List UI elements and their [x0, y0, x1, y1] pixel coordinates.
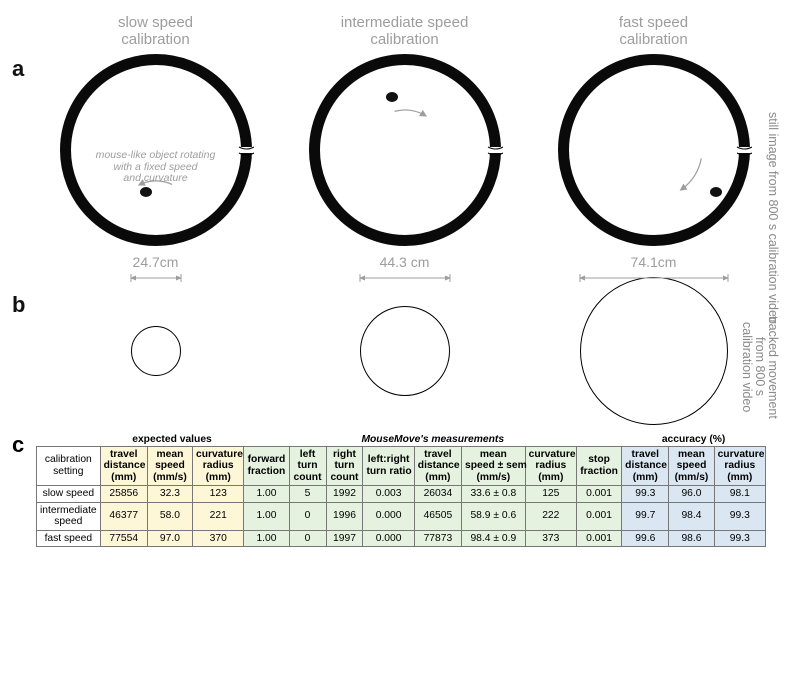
- table-col-header: traveldistance(mm): [414, 446, 461, 486]
- results-table: expected values MouseMove's measurements…: [36, 432, 766, 547]
- calibration-column: intermediate speedcalibration 44.3 cm: [285, 12, 524, 422]
- table-cell: 99.3: [622, 486, 669, 503]
- table-cell: 98.4: [669, 502, 714, 530]
- arena-ring: [556, 52, 752, 248]
- table-cell: 99.3: [714, 502, 765, 530]
- panel-letter-a: a: [12, 56, 24, 82]
- table-cell: 373: [525, 530, 576, 547]
- table-col-header: rightturncount: [326, 446, 363, 486]
- table-cell: 370: [193, 530, 244, 547]
- table-cell: 1992: [326, 486, 363, 503]
- arena-ring: [307, 52, 503, 248]
- table-cell: 222: [525, 502, 576, 530]
- table-cell: 0: [289, 502, 326, 530]
- tracked-movement: [307, 272, 503, 422]
- panel-letter-b: b: [12, 292, 25, 318]
- group-header-accuracy: accuracy (%): [622, 432, 766, 446]
- table-cell: 1997: [326, 530, 363, 547]
- table-cell: 99.6: [622, 530, 669, 547]
- table-col-header: meanspeed(mm/s): [669, 446, 714, 486]
- table-cell: 0.000: [363, 502, 414, 530]
- table-cell: 77873: [414, 530, 461, 547]
- table-cell: intermediatespeed: [37, 502, 101, 530]
- table-cell: 99.3: [714, 530, 765, 547]
- table-row: slow speed2585632.31231.00519920.0032603…: [37, 486, 766, 503]
- calibration-column: fast speedcalibration 74.1cm: [534, 12, 773, 422]
- arena-ring: mouse-like object rotatingwith a fixed s…: [58, 52, 254, 248]
- column-header: slow speedcalibration: [118, 12, 193, 50]
- table-col-header: meanspeed ± sem(mm/s): [462, 446, 526, 486]
- table-cell: 0.001: [576, 502, 621, 530]
- tracked-movement: [556, 272, 752, 422]
- table-cell: 46377: [100, 502, 147, 530]
- rotation-annotation: mouse-like object rotatingwith a fixed s…: [86, 150, 226, 185]
- column-header: intermediate speedcalibration: [341, 12, 469, 50]
- table-cell: 0.003: [363, 486, 414, 503]
- side-label-row-a: still image from 800 s calibration video: [766, 112, 779, 324]
- table-col-header: curvatureradius(mm): [525, 446, 576, 486]
- table-cell: 0.001: [576, 486, 621, 503]
- table-col-header: stopfraction: [576, 446, 621, 486]
- table-row: intermediatespeed4637758.02211.00019960.…: [37, 502, 766, 530]
- group-header-measure: MouseMove's measurements: [244, 432, 622, 446]
- table-cell: 1.00: [244, 502, 289, 530]
- table-cell: 58.9 ± 0.6: [462, 502, 526, 530]
- table-cell: 1.00: [244, 530, 289, 547]
- table-col-header: leftturncount: [289, 446, 326, 486]
- table-cell: 98.6: [669, 530, 714, 547]
- table-row: fast speed7755497.03701.00019970.0007787…: [37, 530, 766, 547]
- calibration-column: slow speedcalibration mouse-like object …: [36, 12, 275, 422]
- table-cell: 221: [193, 502, 244, 530]
- table-cell: 1996: [326, 502, 363, 530]
- panel-c-table: c expected values MouseMove's measuremen…: [14, 432, 773, 547]
- table-cell: 0.001: [576, 530, 621, 547]
- table-col-header: calibrationsetting: [37, 446, 101, 486]
- table-col-header: traveldistance(mm): [622, 446, 669, 486]
- table-cell: 0: [289, 530, 326, 547]
- column-header: fast speedcalibration: [619, 12, 688, 50]
- panel-letter-c: c: [12, 432, 24, 458]
- table-cell: 123: [193, 486, 244, 503]
- dimension-label: 74.1cm: [556, 254, 752, 272]
- table-cell: 1.00: [244, 486, 289, 503]
- table-cell: 5: [289, 486, 326, 503]
- table-col-header: meanspeed(mm/s): [147, 446, 192, 486]
- table-cell: 77554: [100, 530, 147, 547]
- tracked-movement: [58, 272, 254, 422]
- table-col-header: left:rightturn ratio: [363, 446, 414, 486]
- table-column-headers: calibrationsettingtraveldistance(mm)mean…: [37, 446, 766, 486]
- table-cell: 98.4 ± 0.9: [462, 530, 526, 547]
- dimension-label: 24.7cm: [58, 254, 254, 272]
- table-cell: 96.0: [669, 486, 714, 503]
- figure-panels-ab: a b still image from 800 s calibration v…: [14, 12, 773, 422]
- table-cell: fast speed: [37, 530, 101, 547]
- table-cell: slow speed: [37, 486, 101, 503]
- table-col-header: curvatureradius(mm): [193, 446, 244, 486]
- table-cell: 46505: [414, 502, 461, 530]
- table-cell: 0.000: [363, 530, 414, 547]
- table-cell: 97.0: [147, 530, 192, 547]
- table-cell: 32.3: [147, 486, 192, 503]
- table-cell: 25856: [100, 486, 147, 503]
- table-col-header: traveldistance(mm): [100, 446, 147, 486]
- table-cell: 98.1: [714, 486, 765, 503]
- table-cell: 33.6 ± 0.8: [462, 486, 526, 503]
- table-col-header: curvatureradius(mm): [714, 446, 765, 486]
- dimension-label: 44.3 cm: [307, 254, 503, 272]
- group-header-expected: expected values: [100, 432, 244, 446]
- table-cell: 125: [525, 486, 576, 503]
- table-cell: 26034: [414, 486, 461, 503]
- table-group-header-row: expected values MouseMove's measurements…: [37, 432, 766, 446]
- table-col-header: forwardfraction: [244, 446, 289, 486]
- table-cell: 99.7: [622, 502, 669, 530]
- table-cell: 58.0: [147, 502, 192, 530]
